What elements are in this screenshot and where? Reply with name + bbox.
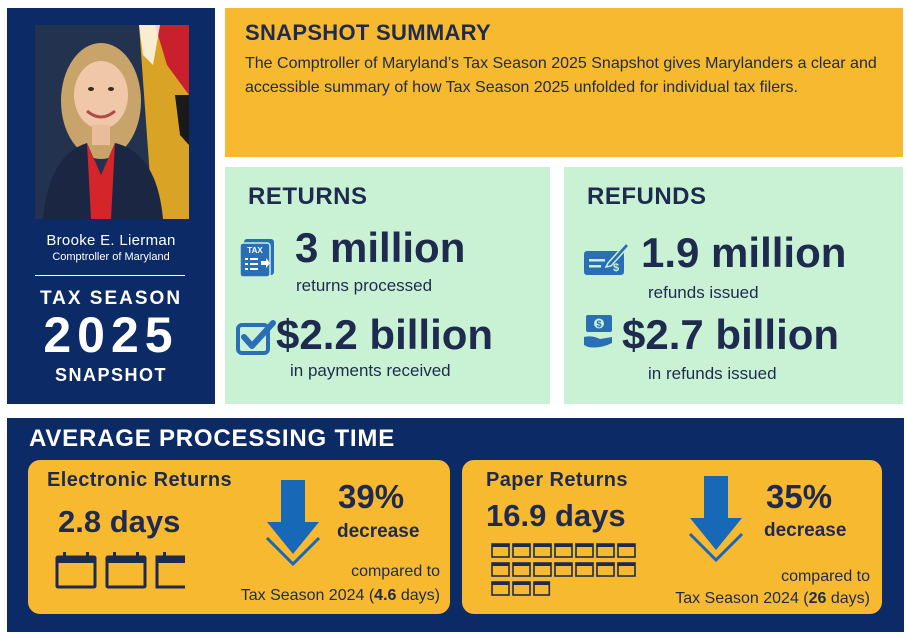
tax-form-icon: TAX bbox=[238, 237, 280, 284]
snapshot-label: SNAPSHOT bbox=[54, 365, 167, 385]
electronic-percent: 39% bbox=[338, 478, 405, 515]
refunds-title: REFUNDS bbox=[587, 183, 707, 210]
baseline-prefix: Tax Season 2024 ( bbox=[675, 590, 809, 607]
decrease-arrow-icon bbox=[688, 476, 744, 569]
calendar-day-icon bbox=[575, 562, 594, 577]
electronic-returns-card: Electronic Returns 2.8 days bbox=[28, 460, 450, 614]
calendar-day-icon bbox=[533, 581, 551, 596]
svg-text:TAX: TAX bbox=[247, 246, 263, 255]
paper-returns-card: Paper Returns 16.9 days 35% decrease com… bbox=[462, 460, 882, 614]
baseline-prefix: Tax Season 2024 ( bbox=[240, 587, 375, 604]
calendar-day-icon bbox=[617, 562, 636, 577]
baseline-days: 4.6 bbox=[374, 587, 397, 604]
electronic-title: Electronic Returns bbox=[47, 469, 233, 491]
snapshot-summary: SNAPSHOT SUMMARY The Comptroller of Mary… bbox=[225, 8, 903, 157]
calendar-day-icon bbox=[596, 543, 615, 558]
calendar-day-icon bbox=[554, 543, 573, 558]
year-label: 2025 bbox=[43, 307, 179, 363]
paper-title: Paper Returns bbox=[486, 469, 628, 491]
calendar-day-icon bbox=[491, 543, 510, 558]
calendar-day-icon bbox=[575, 543, 594, 558]
calendar-day-icon bbox=[554, 562, 573, 577]
paper-change: decrease bbox=[764, 520, 847, 541]
refunds-issued-count-label: refunds issued bbox=[648, 283, 759, 302]
baseline-days: 26 bbox=[808, 590, 827, 607]
paper-days: 16.9 days bbox=[486, 498, 626, 533]
electronic-compared: compared to bbox=[351, 563, 440, 580]
tax-season-label: TAX SEASON bbox=[39, 288, 183, 309]
electronic-baseline: Tax Season 2024 (4.6 days) bbox=[241, 587, 440, 605]
calendar-day-icon bbox=[491, 562, 510, 577]
comptroller-title: Comptroller of Maryland bbox=[52, 251, 170, 263]
summary-text: The Comptroller of Maryland’s Tax Season… bbox=[245, 55, 877, 96]
profile-panel: Brooke E. Lierman Comptroller of Marylan… bbox=[7, 8, 215, 404]
baseline-suffix: days) bbox=[396, 587, 440, 604]
refunds-card: REFUNDS $ 1.9 million refunds issued $ $… bbox=[564, 167, 903, 404]
portrait-photo bbox=[35, 25, 189, 219]
divider bbox=[35, 275, 185, 276]
electronic-change: decrease bbox=[337, 521, 420, 542]
check-signing-icon: $ bbox=[582, 239, 631, 284]
returns-processed-label: returns processed bbox=[296, 276, 433, 295]
payments-label: in payments received bbox=[290, 361, 451, 380]
calendar-day-icon bbox=[617, 543, 636, 558]
electronic-days: 2.8 days bbox=[58, 504, 181, 539]
cash-hand-icon: $ bbox=[582, 313, 616, 358]
paper-baseline: Tax Season 2024 (26 days) bbox=[675, 590, 870, 608]
calendar-day-icon bbox=[512, 562, 531, 577]
check-box-icon bbox=[235, 317, 277, 362]
paper-compared: compared to bbox=[781, 568, 870, 585]
svg-text:$: $ bbox=[596, 319, 601, 329]
calendar-grid-icons bbox=[490, 541, 640, 604]
refunds-issued-amount-label: in refunds issued bbox=[648, 364, 777, 383]
comptroller-name: Brooke E. Lierman bbox=[46, 232, 176, 249]
decrease-arrow-icon bbox=[265, 480, 321, 573]
svg-text:$: $ bbox=[613, 262, 619, 274]
calendar-day-icon bbox=[533, 562, 552, 577]
calendar-icons bbox=[55, 551, 195, 596]
paper-percent: 35% bbox=[766, 478, 833, 515]
summary-title: SNAPSHOT SUMMARY bbox=[245, 20, 491, 45]
refunds-issued-count: 1.9 million bbox=[641, 229, 847, 276]
calendar-day-icon bbox=[491, 581, 510, 596]
calendar-day-icon bbox=[512, 581, 531, 596]
returns-processed-value: 3 million bbox=[295, 224, 466, 271]
returns-title: RETURNS bbox=[248, 183, 368, 210]
processing-time-section: AVERAGE PROCESSING TIME Electronic Retur… bbox=[7, 418, 904, 632]
calendar-day-icon bbox=[533, 543, 552, 558]
calendar-day-icon bbox=[512, 543, 531, 558]
baseline-suffix: days) bbox=[826, 590, 870, 607]
processing-title: AVERAGE PROCESSING TIME bbox=[29, 425, 396, 452]
returns-card: RETURNS TAX 3 million returns processed … bbox=[225, 167, 550, 404]
refunds-issued-amount: $2.7 billion bbox=[622, 311, 840, 358]
calendar-day-icon bbox=[596, 562, 615, 577]
payments-value: $2.2 billion bbox=[276, 311, 494, 358]
